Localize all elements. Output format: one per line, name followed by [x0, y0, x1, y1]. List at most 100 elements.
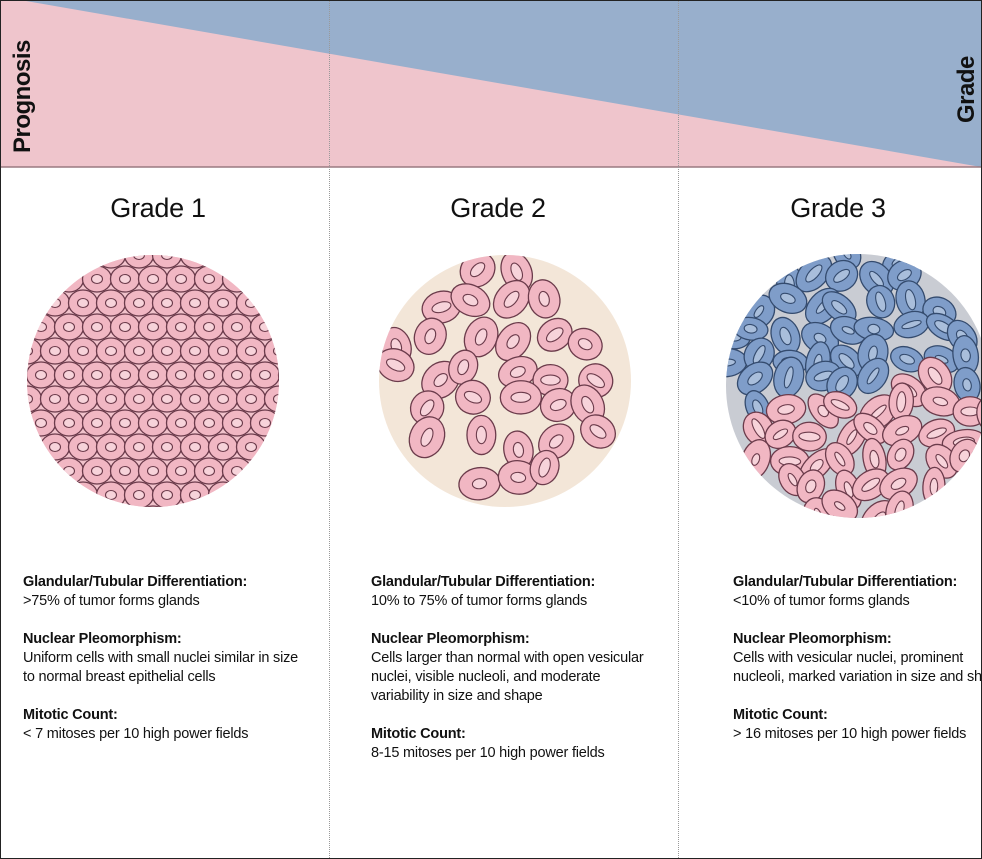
nucleus	[272, 297, 279, 309]
cell	[123, 337, 155, 365]
cell	[207, 433, 239, 461]
nucleus	[118, 369, 132, 381]
cell	[263, 433, 279, 461]
cell	[953, 366, 981, 403]
cell	[221, 313, 253, 341]
criterion-text: >75% of tumor forms glands	[23, 593, 200, 609]
cell	[235, 337, 267, 365]
cell	[529, 449, 560, 486]
cell-body	[277, 409, 279, 437]
cell-body	[53, 505, 85, 507]
cell-body	[221, 265, 253, 293]
cell	[503, 430, 534, 470]
criterion-heading: Mitotic Count:	[733, 707, 828, 723]
cell-body	[109, 505, 141, 507]
nucleus	[867, 323, 881, 335]
cells	[27, 255, 279, 507]
cell	[792, 421, 827, 452]
nucleus	[216, 345, 230, 357]
cell	[768, 282, 808, 314]
cell	[249, 505, 279, 507]
nucleus	[76, 297, 90, 309]
nucleus	[258, 465, 272, 477]
cell	[235, 255, 267, 269]
cell	[109, 313, 141, 341]
illustration	[375, 251, 635, 516]
nucleus	[160, 255, 174, 261]
cell-body	[39, 481, 71, 507]
nucleus	[132, 297, 146, 309]
criterion: Glandular/Tubular Differentiation: >75% o…	[23, 573, 303, 611]
nucleus	[90, 417, 104, 429]
column-divider	[329, 1, 330, 858]
nucleus	[753, 305, 765, 318]
cell-body	[207, 255, 239, 269]
cell-body	[263, 289, 279, 317]
cell	[53, 361, 85, 389]
nucleus	[904, 289, 917, 311]
nucleus	[62, 273, 76, 285]
cell	[81, 409, 113, 437]
cell	[567, 327, 603, 361]
nucleus	[475, 425, 487, 445]
nucleus	[540, 374, 561, 386]
nucleus	[27, 489, 34, 501]
nucleus	[188, 489, 202, 501]
cell	[137, 361, 169, 389]
cell	[882, 415, 923, 447]
cell	[193, 505, 225, 507]
cell	[193, 313, 225, 341]
nucleus	[783, 366, 794, 389]
nucleus	[861, 477, 881, 492]
nucleus	[202, 321, 216, 333]
nucleus	[842, 254, 852, 260]
nucleus	[258, 417, 272, 429]
cell	[165, 457, 197, 485]
cell-body	[277, 313, 279, 341]
cell	[27, 481, 43, 507]
criterion: Glandular/Tubular Differentiation: <10% o…	[733, 573, 981, 611]
nucleus	[420, 427, 434, 447]
nucleus	[118, 465, 132, 477]
cell-illustration	[379, 255, 631, 507]
cell	[39, 337, 71, 365]
nucleus	[132, 255, 146, 261]
cell-body	[277, 265, 279, 293]
cell	[123, 481, 155, 507]
criteria: Glandular/Tubular Differentiation: >75% o…	[23, 573, 303, 763]
cell	[53, 505, 85, 507]
cell-body	[67, 481, 99, 507]
criterion-text: 10% to 75% of tumor forms glands	[371, 593, 588, 609]
nucleus	[90, 321, 104, 333]
cell-body	[207, 481, 239, 507]
column-divider	[678, 1, 679, 858]
nucleus	[48, 441, 62, 453]
criterion-heading: Glandular/Tubular Differentiation:	[371, 574, 596, 590]
cell	[207, 385, 239, 413]
nucleus	[772, 428, 789, 441]
cell	[123, 255, 155, 269]
nucleus	[926, 427, 947, 439]
nucleus	[118, 417, 132, 429]
cell-illustration	[726, 254, 981, 518]
nucleus	[48, 255, 62, 261]
nucleus	[160, 393, 174, 405]
nucleus	[160, 345, 174, 357]
nucleus	[272, 345, 279, 357]
nucleus	[471, 478, 488, 490]
cell	[165, 361, 197, 389]
nucleus	[549, 398, 567, 412]
cell	[920, 386, 961, 417]
nucleus	[258, 369, 272, 381]
cell-body	[277, 361, 279, 389]
nucleus	[833, 501, 846, 511]
cell-body	[27, 255, 43, 269]
nucleus	[188, 441, 202, 453]
cell	[151, 385, 183, 413]
cell	[193, 361, 225, 389]
cell	[277, 409, 279, 437]
cell	[263, 385, 279, 413]
nucleus	[216, 297, 230, 309]
cell-body	[249, 265, 279, 293]
